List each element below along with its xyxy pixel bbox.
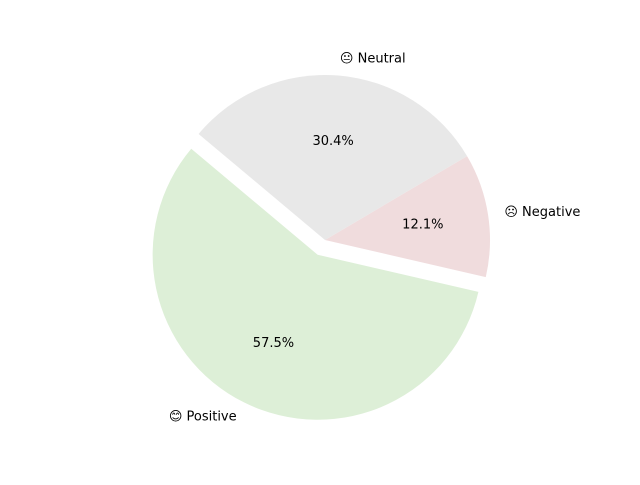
labels-layer: 57.5% 😊 Positive 12.1% ☹ Negative 30.4% 😐 Neu… — [169, 52, 581, 425]
pct-label-positive: 57.5% — [253, 336, 294, 351]
pie-slice-positive — [152, 148, 479, 420]
pie-slice-neutral — [198, 74, 468, 240]
category-label-positive: 😊 Positive — [169, 410, 237, 425]
category-label-negative: ☹ Negative — [504, 205, 580, 220]
pct-label-negative: 12.1% — [402, 217, 443, 232]
pie-slice-negative — [325, 156, 490, 278]
pct-label-neutral: 30.4% — [312, 134, 353, 149]
category-label-neutral: 😐 Neutral — [340, 52, 406, 67]
slices-layer — [152, 74, 490, 420]
